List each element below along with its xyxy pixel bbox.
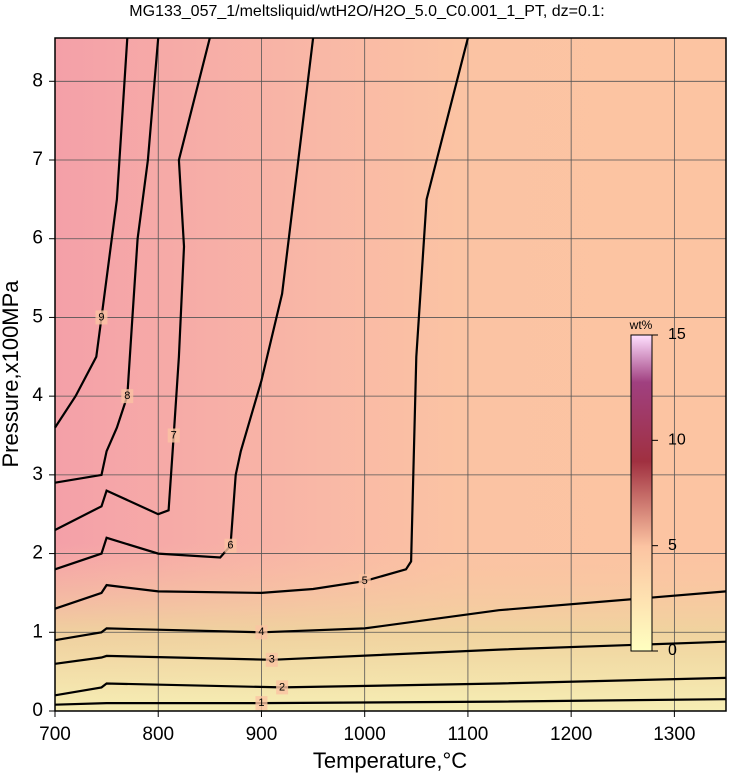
contour-line <box>54 676 727 697</box>
contour-line <box>54 37 129 429</box>
contour-label: 1 <box>258 697 264 709</box>
contour-label-bg <box>121 389 134 404</box>
contour-label: 7 <box>171 429 177 441</box>
x-tick-label: 1300 <box>653 724 695 745</box>
colorbar <box>630 334 653 652</box>
y-tick-label: 8 <box>32 70 43 91</box>
chart-title: MG133_057_1/meltsliquid/wtH2O/H2O_5.0_C0… <box>129 3 604 20</box>
colorbar-label: wt% <box>629 318 653 332</box>
y-tick-label: 4 <box>32 385 43 406</box>
y-tick-label: 0 <box>32 700 43 721</box>
x-tick-label: 1200 <box>550 724 592 745</box>
contour-label-bg <box>95 310 108 325</box>
contour-label: 2 <box>279 681 285 693</box>
contour-label: 6 <box>227 540 233 552</box>
contour-label-bg <box>167 428 180 443</box>
x-tick-label: 900 <box>246 724 278 745</box>
y-axis-label: Pressure,x100MPa <box>0 280 23 468</box>
contour-line <box>54 37 469 610</box>
contour-label-bg <box>276 680 289 695</box>
y-tick-label: 7 <box>32 149 43 170</box>
contour-label-bg <box>265 652 278 667</box>
colorbar-tick-label: 0 <box>668 642 677 659</box>
colorbar-tick-label: 5 <box>668 537 677 554</box>
x-tick-label: 1100 <box>447 724 488 745</box>
contour-line <box>54 37 211 531</box>
x-axis-label: Temperature,°C <box>313 748 467 773</box>
x-tick-label: 1000 <box>344 724 386 745</box>
contour-label: 4 <box>258 626 264 638</box>
contour-label-bg <box>255 625 268 640</box>
x-tick-label: 800 <box>142 724 174 745</box>
y-tick-label: 6 <box>32 228 43 249</box>
contour-label: 3 <box>269 654 275 666</box>
y-tick-label: 5 <box>32 306 43 327</box>
contour-label-bg <box>255 696 268 711</box>
contour-label: 9 <box>98 311 104 323</box>
contour-label: 8 <box>124 390 130 402</box>
colorbar-tick-label: 10 <box>668 432 686 449</box>
contour-label: 5 <box>362 575 368 587</box>
y-tick-label: 2 <box>32 543 43 564</box>
plot-background-low <box>55 38 726 711</box>
y-tick-label: 1 <box>32 621 43 642</box>
contour-label-bg <box>358 574 371 589</box>
contour-label-bg <box>224 538 237 553</box>
y-tick-label: 3 <box>32 464 43 485</box>
plot-frame <box>54 37 727 712</box>
x-tick-label: 700 <box>39 724 71 745</box>
contour-line <box>54 640 727 665</box>
colorbar-tick-label: 15 <box>668 326 686 343</box>
